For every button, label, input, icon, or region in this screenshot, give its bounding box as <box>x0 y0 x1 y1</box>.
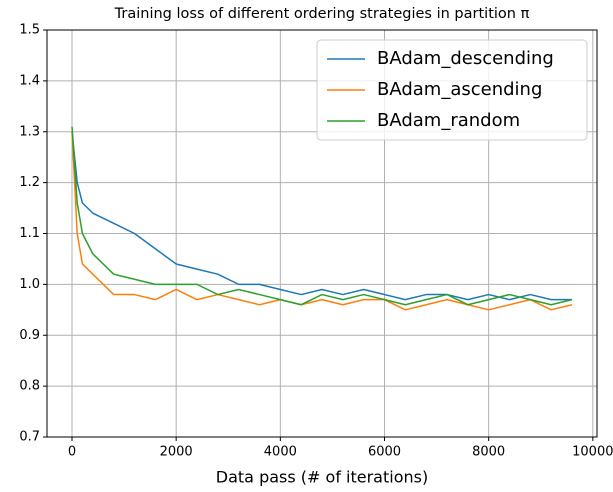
y-tick-label: 1.2 <box>19 175 40 190</box>
legend-label: BAdam_random <box>377 110 520 131</box>
x-tick-label: 10000 <box>572 445 613 460</box>
x-tick-label: 4000 <box>264 445 297 460</box>
y-tick-label: 0.9 <box>19 328 40 343</box>
y-tick-label: 0.7 <box>19 430 40 445</box>
y-tick-label: 0.8 <box>19 379 40 394</box>
y-tick-label: 1.4 <box>19 73 40 88</box>
x-axis-label: Data pass (# of iterations) <box>216 468 428 487</box>
grid <box>47 29 597 438</box>
legend-box <box>316 39 588 141</box>
line-series <box>71 131 572 301</box>
legend-label: BAdam_ascending <box>377 79 542 100</box>
x-tick-label: 2000 <box>160 445 193 460</box>
y-tick-label: 1.0 <box>19 277 40 292</box>
y-tick-label: 1.1 <box>19 226 40 241</box>
legend-label: BAdam_descending <box>377 48 554 69</box>
ticks: 0.7 0.8 0.9 1.0 1.1 1.2 1.3 1.4 1.5 0 2000 4000 6000… <box>19 23 613 460</box>
chart-title: Training loss of different ordering stra… <box>114 6 530 22</box>
y-tick-label: 1.5 <box>19 23 40 38</box>
x-tick-label: 0 <box>68 445 76 460</box>
x-tick-label: 6000 <box>368 445 401 460</box>
lines <box>71 126 573 311</box>
legend: BAdam_descending BAdam_ascending BAdam_ran… <box>316 39 588 141</box>
line-series <box>71 126 573 306</box>
x-tick-label: 8000 <box>472 445 505 460</box>
y-tick-label: 1.3 <box>19 124 40 139</box>
